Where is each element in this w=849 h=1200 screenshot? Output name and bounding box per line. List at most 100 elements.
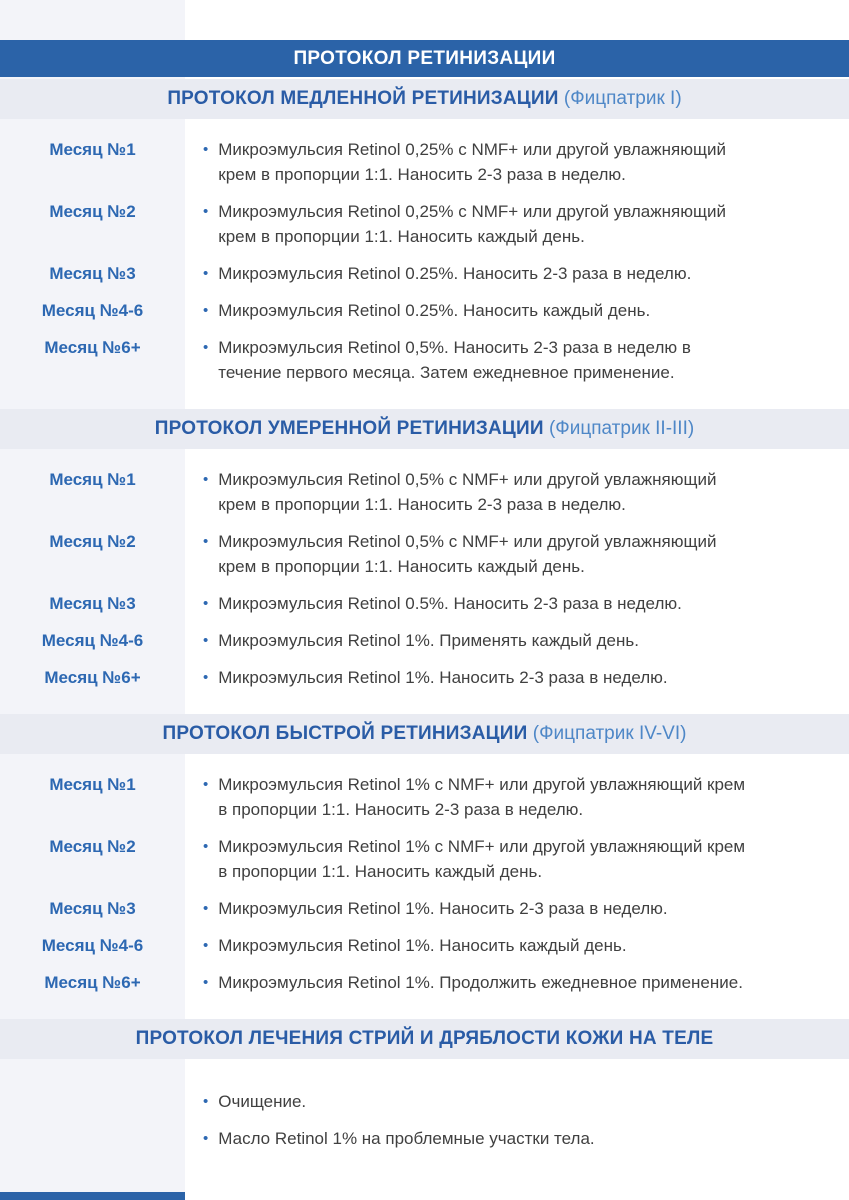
bullet-icon: • [203, 203, 209, 220]
month-label: Месяц №3 [49, 899, 136, 918]
section-header-band: ПРОТОКОЛ МЕДЛЕННОЙ РЕТИНИЗАЦИИ (Фицпатри… [0, 79, 849, 119]
section-title: ПРОТОКОЛ ЛЕЧЕНИЯ СТРИЙ И ДРЯБЛОСТИ КОЖИ … [135, 1028, 714, 1049]
row-text: Микроэмульсия Retinol 1%. Применять кажд… [218, 631, 639, 650]
protocol-row: Месяц №4-6 • Микроэмульсия Retinol 0.25%… [0, 298, 849, 323]
protocol-row: Месяц №4-6 • Микроэмульсия Retinol 1%. Н… [0, 933, 849, 958]
top-spacer [0, 0, 849, 40]
month-label: Месяц №2 [49, 837, 136, 856]
section-subtitle: (Фицпатрик IV-VI) [527, 723, 687, 744]
row-content: • Микроэмульсия Retinol 1%. Наносить 2-3… [203, 896, 668, 921]
protocol-row: Месяц №3 • Микроэмульсия Retinol 1%. Нан… [0, 896, 849, 921]
protocol-row: Месяц №3 • Микроэмульсия Retinol 0.25%. … [0, 261, 849, 286]
section-header-band: ПРОТОКОЛ ЛЕЧЕНИЯ СТРИЙ И ДРЯБЛОСТИ КОЖИ … [0, 1019, 849, 1059]
row-text: Микроэмульсия Retinol 0,5% с NMF+ или др… [218, 470, 717, 514]
month-label: Месяц №1 [49, 140, 136, 159]
bullet-icon: • [203, 1093, 209, 1110]
bullet-icon: • [203, 1130, 209, 1147]
row-content: • Микроэмульсия Retinol 0.25%. Наносить … [203, 261, 691, 286]
page-title: ПРОТОКОЛ РЕТИНИЗАЦИИ [293, 47, 556, 69]
month-label: Месяц №4-6 [41, 936, 144, 955]
bullet-icon: • [203, 900, 209, 917]
month-label: Месяц №4-6 [41, 301, 144, 320]
row-text: Микроэмульсия Retinol 0,5%. Наносить 2-3… [218, 338, 691, 382]
protocol-row: Месяц №1 • Микроэмульсия Retinol 1% с NM… [0, 772, 849, 822]
row-text: Микроэмульсия Retinol 0.5%. Наносить 2-3… [218, 594, 682, 613]
protocol-rows: • Очищение. • Масло Retinol 1% на пробле… [0, 1059, 849, 1173]
row-content: • Микроэмульсия Retinol 0,5% с NMF+ или … [203, 529, 748, 579]
month-label: Месяц №2 [49, 202, 136, 221]
row-text: Микроэмульсия Retinol 0.25%. Наносить 2-… [218, 264, 692, 283]
row-content: • Микроэмульсия Retinol 1%. Наносить каж… [203, 933, 627, 958]
bullet-icon: • [203, 141, 209, 158]
section-fast-retinization: ПРОТОКОЛ БЫСТРОЙ РЕТИНИЗАЦИИ (Фицпатрик … [0, 714, 849, 1017]
protocol-row: Месяц №1 • Микроэмульсия Retinol 0,25% с… [0, 137, 849, 187]
protocol-row: Месяц №2 • Микроэмульсия Retinol 0,25% с… [0, 199, 849, 249]
protocol-row: Месяц №2 • Микроэмульсия Retinol 0,5% с … [0, 529, 849, 579]
protocol-row: Месяц №1 • Микроэмульсия Retinol 0,5% с … [0, 467, 849, 517]
main-title-bar: ПРОТОКОЛ РЕТИНИЗАЦИИ [0, 40, 849, 77]
bullet-icon: • [203, 533, 209, 550]
section-title: ПРОТОКОЛ БЫСТРОЙ РЕТИНИЗАЦИИ [162, 723, 528, 744]
row-content: • Масло Retinol 1% на проблемные участки… [203, 1126, 595, 1151]
protocol-rows: Месяц №1 • Микроэмульсия Retinol 0,5% с … [0, 449, 849, 712]
protocol-row: Месяц №3 • Микроэмульсия Retinol 0.5%. Н… [0, 591, 849, 616]
row-content: • Микроэмульсия Retinol 0,25% с NMF+ или… [203, 199, 748, 249]
row-content: • Очищение. [203, 1089, 306, 1114]
row-text: Очищение. [218, 1092, 307, 1111]
bullet-icon: • [203, 776, 209, 793]
month-label: Месяц №6+ [44, 973, 141, 992]
section-body-stretch-marks: ПРОТОКОЛ ЛЕЧЕНИЯ СТРИЙ И ДРЯБЛОСТИ КОЖИ … [0, 1019, 849, 1173]
row-text: Микроэмульсия Retinol 0,5% с NMF+ или др… [218, 532, 717, 576]
protocol-row: Месяц №6+ • Микроэмульсия Retinol 0,5%. … [0, 335, 849, 385]
row-text: Микроэмульсия Retinol 1%. Продолжить еже… [218, 973, 743, 992]
row-text: Микроэмульсия Retinol 1%. Наносить 2-3 р… [218, 668, 668, 687]
bullet-icon: • [203, 302, 209, 319]
protocol-rows: Месяц №1 • Микроэмульсия Retinol 0,25% с… [0, 119, 849, 407]
row-text: Микроэмульсия Retinol 1% с NMF+ или друг… [218, 775, 746, 819]
row-content: • Микроэмульсия Retinol 1%. Применять ка… [203, 628, 639, 653]
row-content: • Микроэмульсия Retinol 1%. Наносить 2-3… [203, 665, 668, 690]
bullet-icon: • [203, 974, 209, 991]
protocol-row: Месяц №6+ • Микроэмульсия Retinol 1%. Пр… [0, 970, 849, 995]
month-label: Месяц №3 [49, 594, 136, 613]
row-content: • Микроэмульсия Retinol 0.5%. Наносить 2… [203, 591, 682, 616]
protocol-row: • Очищение. [0, 1089, 849, 1114]
row-content: • Микроэмульсия Retinol 1%. Продолжить е… [203, 970, 743, 995]
month-label: Месяц №2 [49, 532, 136, 551]
protocol-row: • Масло Retinol 1% на проблемные участки… [0, 1126, 849, 1151]
month-label: Месяц №3 [49, 264, 136, 283]
bullet-icon: • [203, 838, 209, 855]
protocol-row: Месяц №2 • Микроэмульсия Retinol 1% с NM… [0, 834, 849, 884]
section-header-band: ПРОТОКОЛ БЫСТРОЙ РЕТИНИЗАЦИИ (Фицпатрик … [0, 714, 849, 754]
left-stripe [0, 0, 185, 1200]
month-label: Месяц №6+ [44, 668, 141, 687]
section-subtitle: (Фицпатрик I) [558, 88, 682, 109]
section-slow-retinization: ПРОТОКОЛ МЕДЛЕННОЙ РЕТИНИЗАЦИИ (Фицпатри… [0, 79, 849, 407]
row-text: Масло Retinol 1% на проблемные участки т… [218, 1129, 595, 1148]
bullet-icon: • [203, 669, 209, 686]
row-content: • Микроэмульсия Retinol 0,5% с NMF+ или … [203, 467, 748, 517]
row-text: Микроэмульсия Retinol 1%. Наносить кажды… [218, 936, 627, 955]
bullet-icon: • [203, 471, 209, 488]
footer-accent-bar [0, 1192, 185, 1200]
row-content: • Микроэмульсия Retinol 1% с NMF+ или др… [203, 834, 748, 884]
section-header-band: ПРОТОКОЛ УМЕРЕННОЙ РЕТИНИЗАЦИИ (Фицпатри… [0, 409, 849, 449]
row-text: Микроэмульсия Retinol 0,25% с NMF+ или д… [218, 140, 726, 184]
protocol-row: Месяц №4-6 • Микроэмульсия Retinol 1%. П… [0, 628, 849, 653]
row-content: • Микроэмульсия Retinol 1% с NMF+ или др… [203, 772, 748, 822]
bullet-icon: • [203, 265, 209, 282]
row-text: Микроэмульсия Retinol 0.25%. Наносить ка… [218, 301, 651, 320]
page: ПРОТОКОЛ РЕТИНИЗАЦИИ ПРОТОКОЛ МЕДЛЕННОЙ … [0, 0, 849, 1173]
row-text: Микроэмульсия Retinol 0,25% с NMF+ или д… [218, 202, 726, 246]
bullet-icon: • [203, 339, 209, 356]
section-moderate-retinization: ПРОТОКОЛ УМЕРЕННОЙ РЕТИНИЗАЦИИ (Фицпатри… [0, 409, 849, 712]
month-label: Месяц №4-6 [41, 631, 144, 650]
month-label: Месяц №1 [49, 470, 136, 489]
row-content: • Микроэмульсия Retinol 0.25%. Наносить … [203, 298, 650, 323]
month-label: Месяц №6+ [44, 338, 141, 357]
section-subtitle: (Фицпатрик II-III) [543, 418, 695, 439]
bullet-icon: • [203, 595, 209, 612]
bullet-icon: • [203, 632, 209, 649]
section-title: ПРОТОКОЛ УМЕРЕННОЙ РЕТИНИЗАЦИИ [154, 418, 544, 439]
protocol-rows: Месяц №1 • Микроэмульсия Retinol 1% с NM… [0, 754, 849, 1017]
